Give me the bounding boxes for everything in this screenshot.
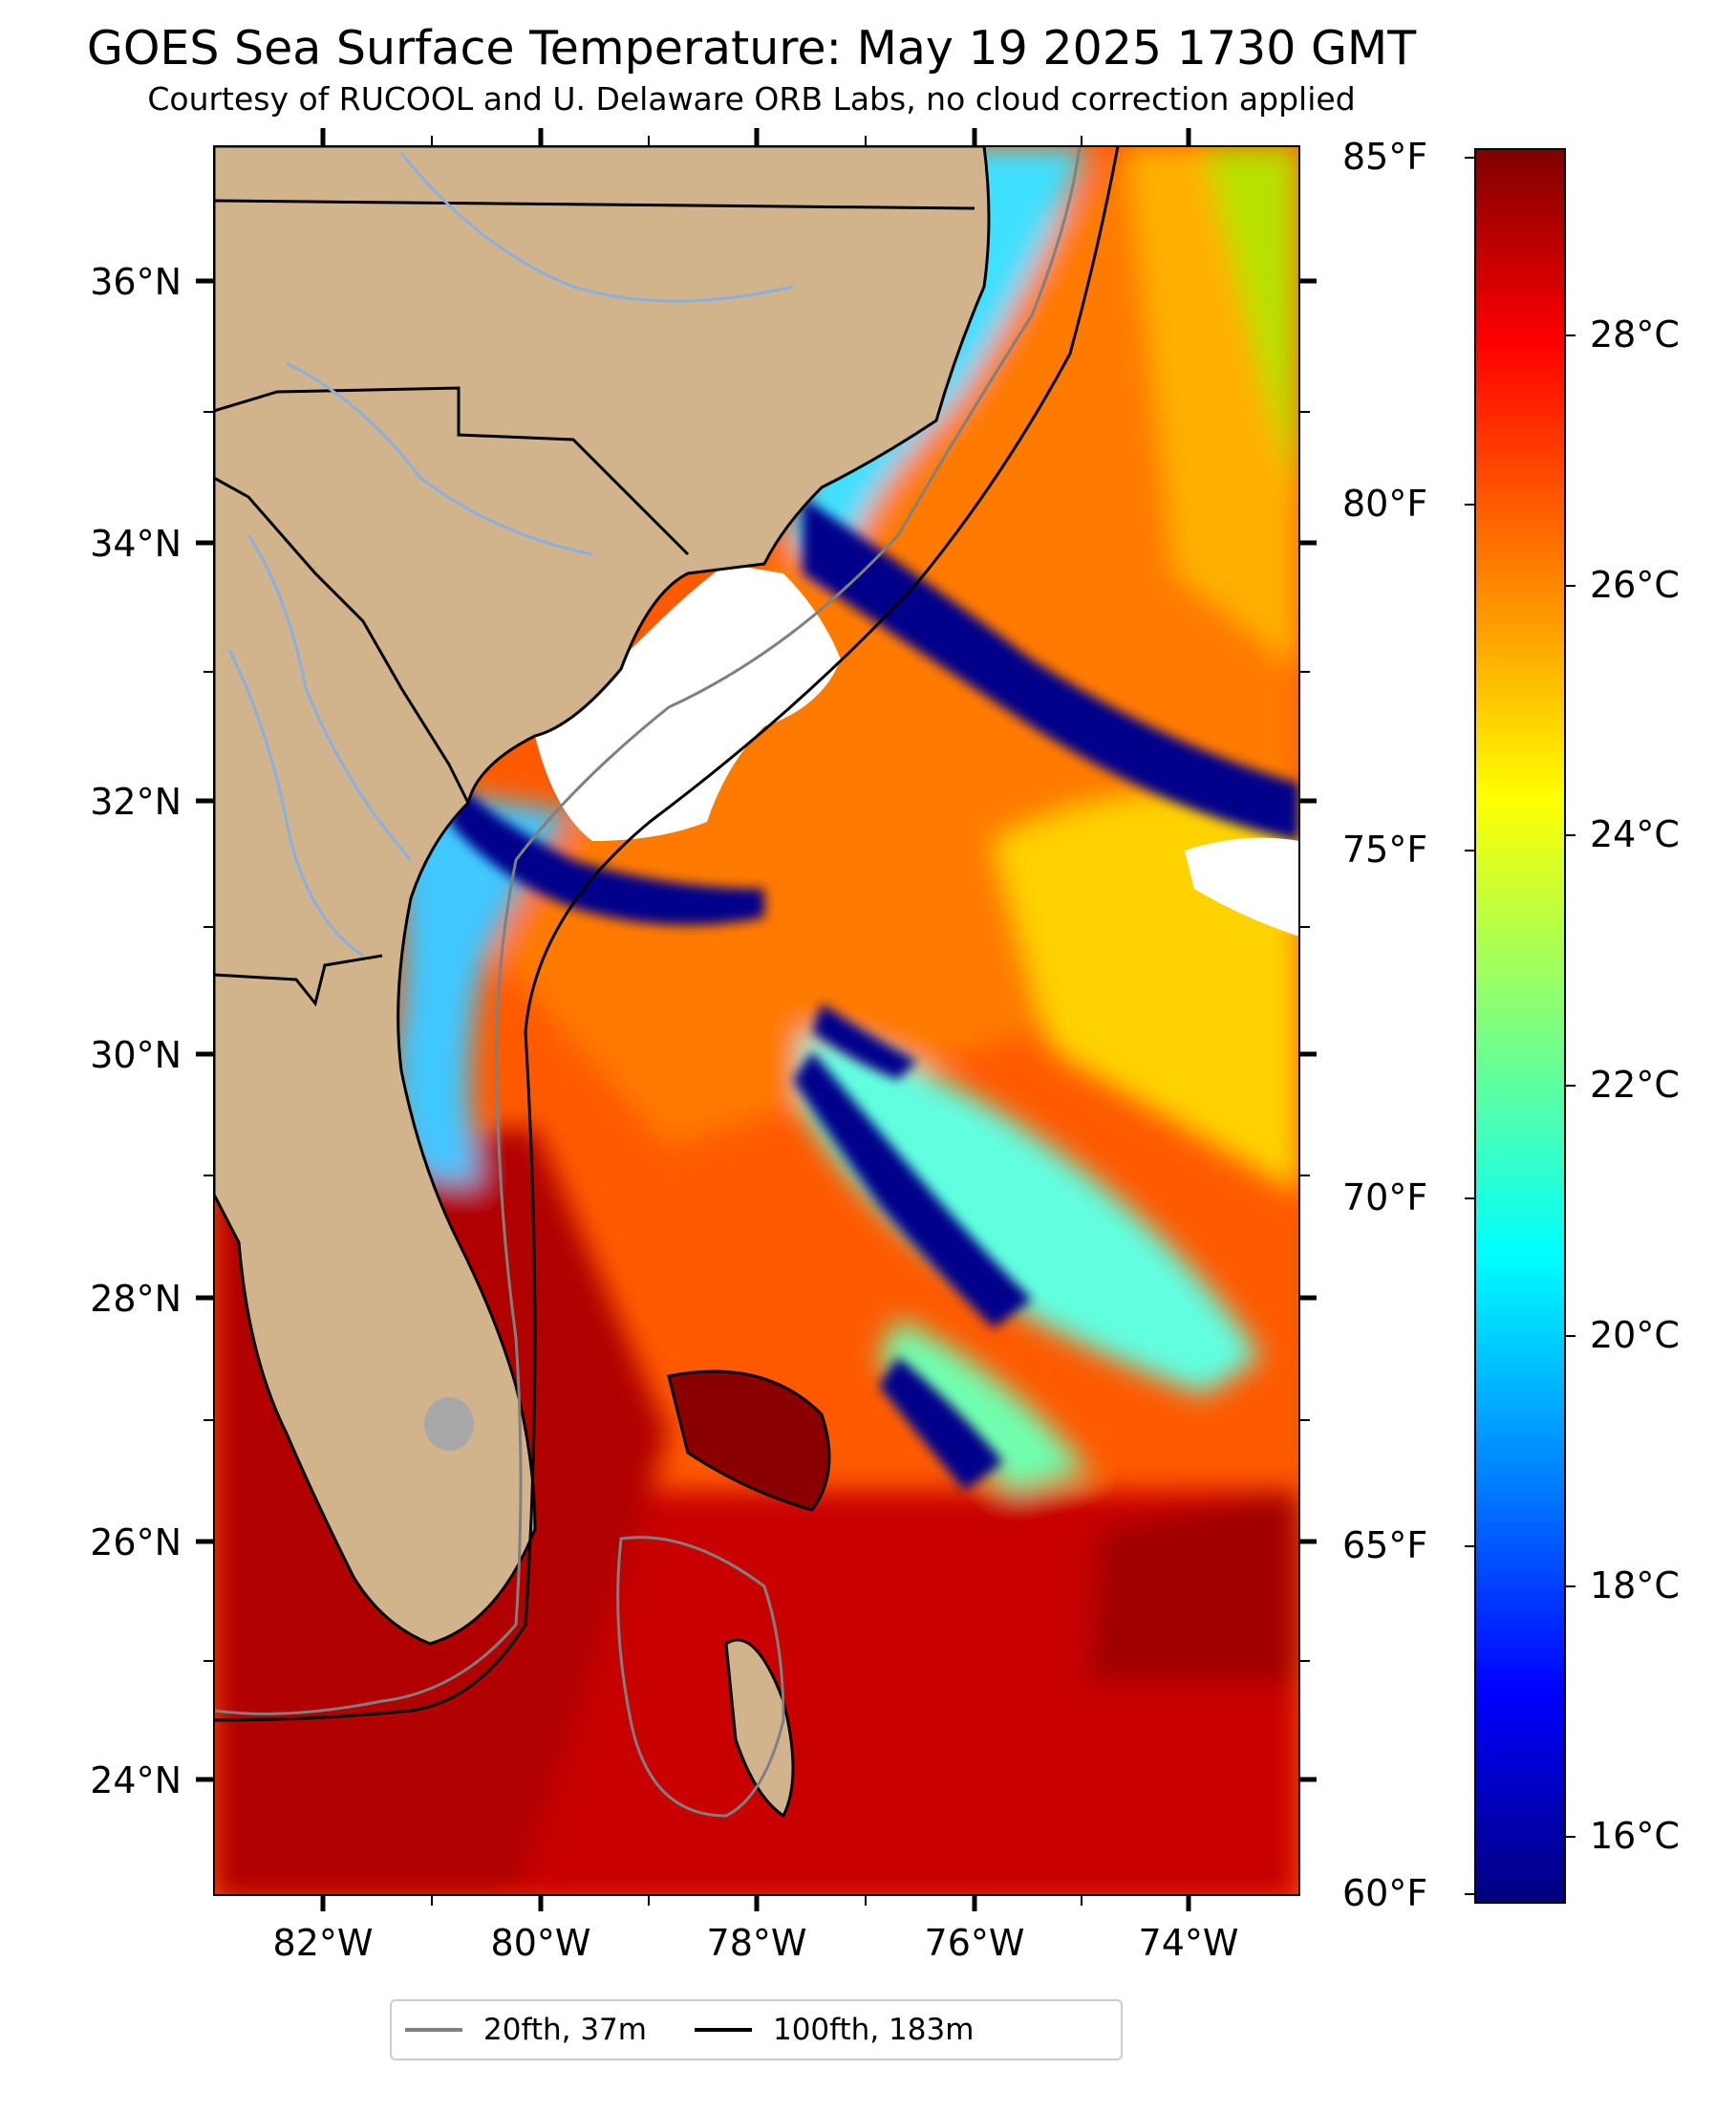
colorbar-label-c: 16°C [1590,1815,1680,1857]
colorbar-tick [1566,585,1575,587]
colorbar-label-c: 24°C [1590,813,1680,855]
lat-label: 24°N [90,1759,182,1801]
lon-label: 76°W [925,1922,1025,1964]
legend-label: 100fth, 183m [772,2013,975,2047]
map-title: GOES Sea Surface Temperature: May 19 202… [86,21,1417,75]
lat-label: 30°N [90,1034,182,1076]
colorbar-tick [1566,1836,1575,1838]
rivers [227,152,794,958]
bahamas-andros [724,1638,795,1819]
colorbar-label-c: 20°C [1590,1314,1680,1356]
colorbar-label-c: 18°C [1590,1564,1680,1606]
colorbar-label-f: 85°F [1342,136,1428,178]
colorbar-tick [1465,504,1474,506]
colorbar-tick [1566,1585,1575,1587]
lon-label: 74°W [1139,1922,1239,1964]
legend-item-20fth: 20fth, 37m [405,2013,647,2047]
lake-okeechobee [424,1397,474,1451]
colorbar-tick [1465,1545,1474,1547]
map-subtitle: Courtesy of RUCOOL and U. Delaware ORB L… [147,80,1356,118]
colorbar-tick [1465,850,1474,852]
colorbar-tick [1465,1893,1474,1895]
colorbar-tick [1566,834,1575,836]
colorbar-label-f: 60°F [1342,1872,1428,1914]
legend-line-gray [405,2028,462,2032]
colorbar-label-f: 70°F [1342,1176,1428,1218]
colorbar-label-c: 28°C [1590,313,1680,356]
colorbar [1474,148,1566,1904]
cloud-mask-region [1185,837,1299,937]
legend-line-black [694,2028,752,2032]
lat-label: 36°N [90,261,182,303]
lat-label: 32°N [90,781,182,823]
colorbar-label-c: 26°C [1590,564,1680,606]
latitude-ticks [196,278,1317,1782]
lon-label: 80°W [491,1922,591,1964]
legend-item-100fth: 100fth, 183m [694,2013,975,2047]
cloud-mask-region [535,564,841,841]
lat-label: 28°N [90,1278,182,1320]
bahamas-grand-bahama [667,1369,831,1512]
contour-20fth [214,146,1082,1715]
lon-label: 82°W [273,1922,374,1964]
contour-legend: 20fth, 37m 100fth, 183m [390,1999,1123,2060]
colorbar-label-f: 80°F [1342,483,1428,525]
legend-label: 20fth, 37m [483,2013,647,2047]
colorbar-label-f: 65°F [1342,1524,1428,1566]
contour-100fth [214,146,1120,1722]
colorbar-label-f: 75°F [1342,829,1428,871]
colorbar-tick [1465,1197,1474,1199]
bahamas-bank [616,1536,785,1818]
lat-label: 26°N [90,1521,182,1563]
colorbar-tick [1566,1085,1575,1087]
lon-label: 78°W [707,1922,807,1964]
longitude-ticks [320,128,1191,1911]
minor-ticks [204,136,1310,1906]
colorbar-tick [1465,157,1474,159]
colorbar-label-c: 22°C [1590,1064,1680,1106]
colorbar-tick [1566,1335,1575,1337]
sst-field [214,146,1299,1895]
lat-label: 34°N [90,523,182,565]
land-north-america [214,146,991,1646]
state-borders [214,199,975,1007]
colorbar-tick [1566,334,1575,336]
